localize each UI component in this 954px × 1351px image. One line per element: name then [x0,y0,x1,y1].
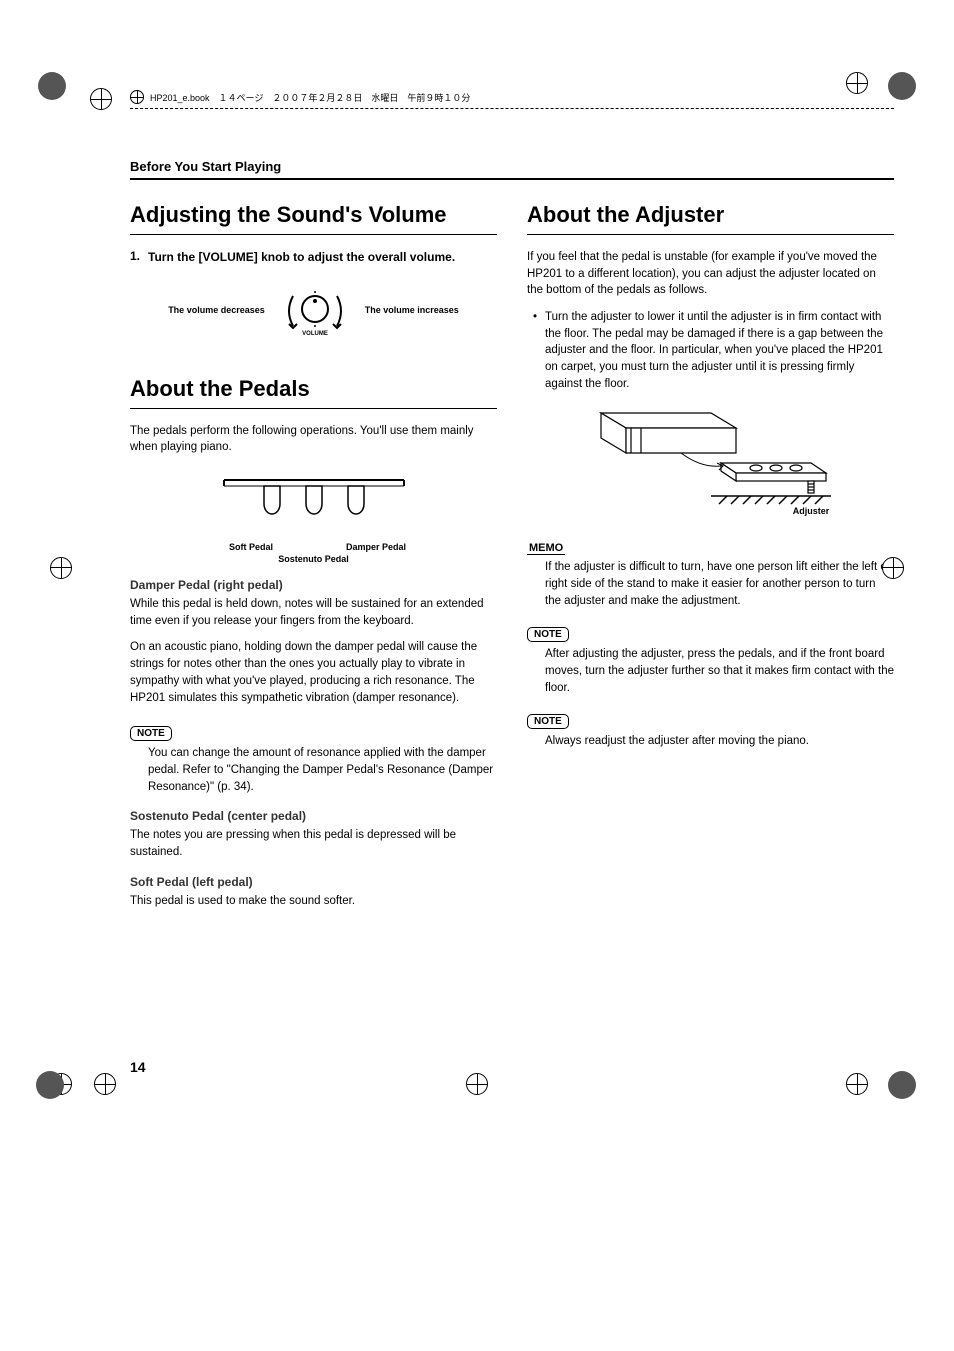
note-badge: NOTE [527,627,569,642]
right-column: About the Adjuster If you feel that the … [527,198,894,919]
pedal-labels: Soft Pedal Damper Pedal Sostenuto Pedal [130,542,497,564]
damper-heading: Damper Pedal (right pedal) [130,578,497,592]
step-number: 1. [130,249,140,266]
pedal-diagram: Soft Pedal Damper Pedal Sostenuto Pedal [130,472,497,564]
damper-note: You can change the amount of resonance a… [148,745,497,795]
crop-mark [888,72,916,100]
left-column: Adjusting the Sound's Volume 1. Turn the… [130,198,497,919]
volume-increases-label: The volume increases [365,305,459,316]
sostenuto-heading: Sostenuto Pedal (center pedal) [130,809,497,823]
svg-text:VOLUME: VOLUME [302,331,328,336]
soft-heading: Soft Pedal (left pedal) [130,875,497,889]
note-badge: NOTE [130,726,172,741]
memo-badge: MEMO [527,542,565,555]
pedals-intro: The pedals perform the following operati… [130,423,497,456]
crop-mark [888,1071,916,1099]
soft-p: This pedal is used to make the sound sof… [130,893,497,910]
heading-pedals: About the Pedals [130,376,497,409]
page-number: 14 [130,1059,894,1075]
heading-adjuster: About the Adjuster [527,202,894,235]
adjuster-icon: Adjuster [571,408,851,518]
registration-mark [50,557,72,579]
soft-pedal-label: Soft Pedal [211,542,291,552]
pedals-icon [214,472,414,542]
sostenuto-pedal-label: Sostenuto Pedal [130,554,497,564]
step-1: 1. Turn the [VOLUME] knob to adjust the … [130,249,497,266]
file-header: HP201_e.book １４ページ ２００７年２月２８日 水曜日 午前９時１０… [130,90,894,109]
heading-volume: Adjusting the Sound's Volume [130,202,497,235]
crop-mark [38,72,66,100]
volume-knob-graphic: VOLUME [275,286,355,336]
knob-icon: VOLUME [275,286,355,336]
adjuster-p1: If you feel that the pedal is unstable (… [527,249,894,299]
adjuster-bullet: • Turn the adjuster to lower it until th… [527,309,894,392]
bullet-icon: • [533,309,537,392]
damper-p1: While this pedal is held down, notes wil… [130,596,497,629]
crop-mark [36,1071,64,1099]
sostenuto-p: The notes you are pressing when this ped… [130,827,497,860]
section-title: Before You Start Playing [130,159,894,180]
svg-text:Adjuster: Adjuster [792,506,829,516]
volume-diagram: The volume decreases VOLUME The volume i… [130,286,497,336]
registration-icon [130,90,144,104]
volume-decreases-label: The volume decreases [168,305,265,316]
registration-mark [846,1073,868,1095]
note-badge: NOTE [527,714,569,729]
registration-mark [882,557,904,579]
note2-p: Always readjust the adjuster after movin… [545,733,894,750]
damper-p2: On an acoustic piano, holding down the d… [130,639,497,706]
step-text: Turn the [VOLUME] knob to adjust the ove… [148,249,455,266]
registration-mark [466,1073,488,1095]
registration-mark [846,72,868,94]
registration-mark [90,88,112,110]
registration-mark [94,1073,116,1095]
header-text: HP201_e.book １４ページ ２００７年２月２８日 水曜日 午前９時１０… [150,91,470,104]
adjuster-bullet-text: Turn the adjuster to lower it until the … [545,309,894,392]
adjuster-diagram: Adjuster [527,408,894,518]
note1-p: After adjusting the adjuster, press the … [545,646,894,696]
damper-pedal-label: Damper Pedal [336,542,416,552]
memo-p: If the adjuster is difficult to turn, ha… [545,559,894,609]
